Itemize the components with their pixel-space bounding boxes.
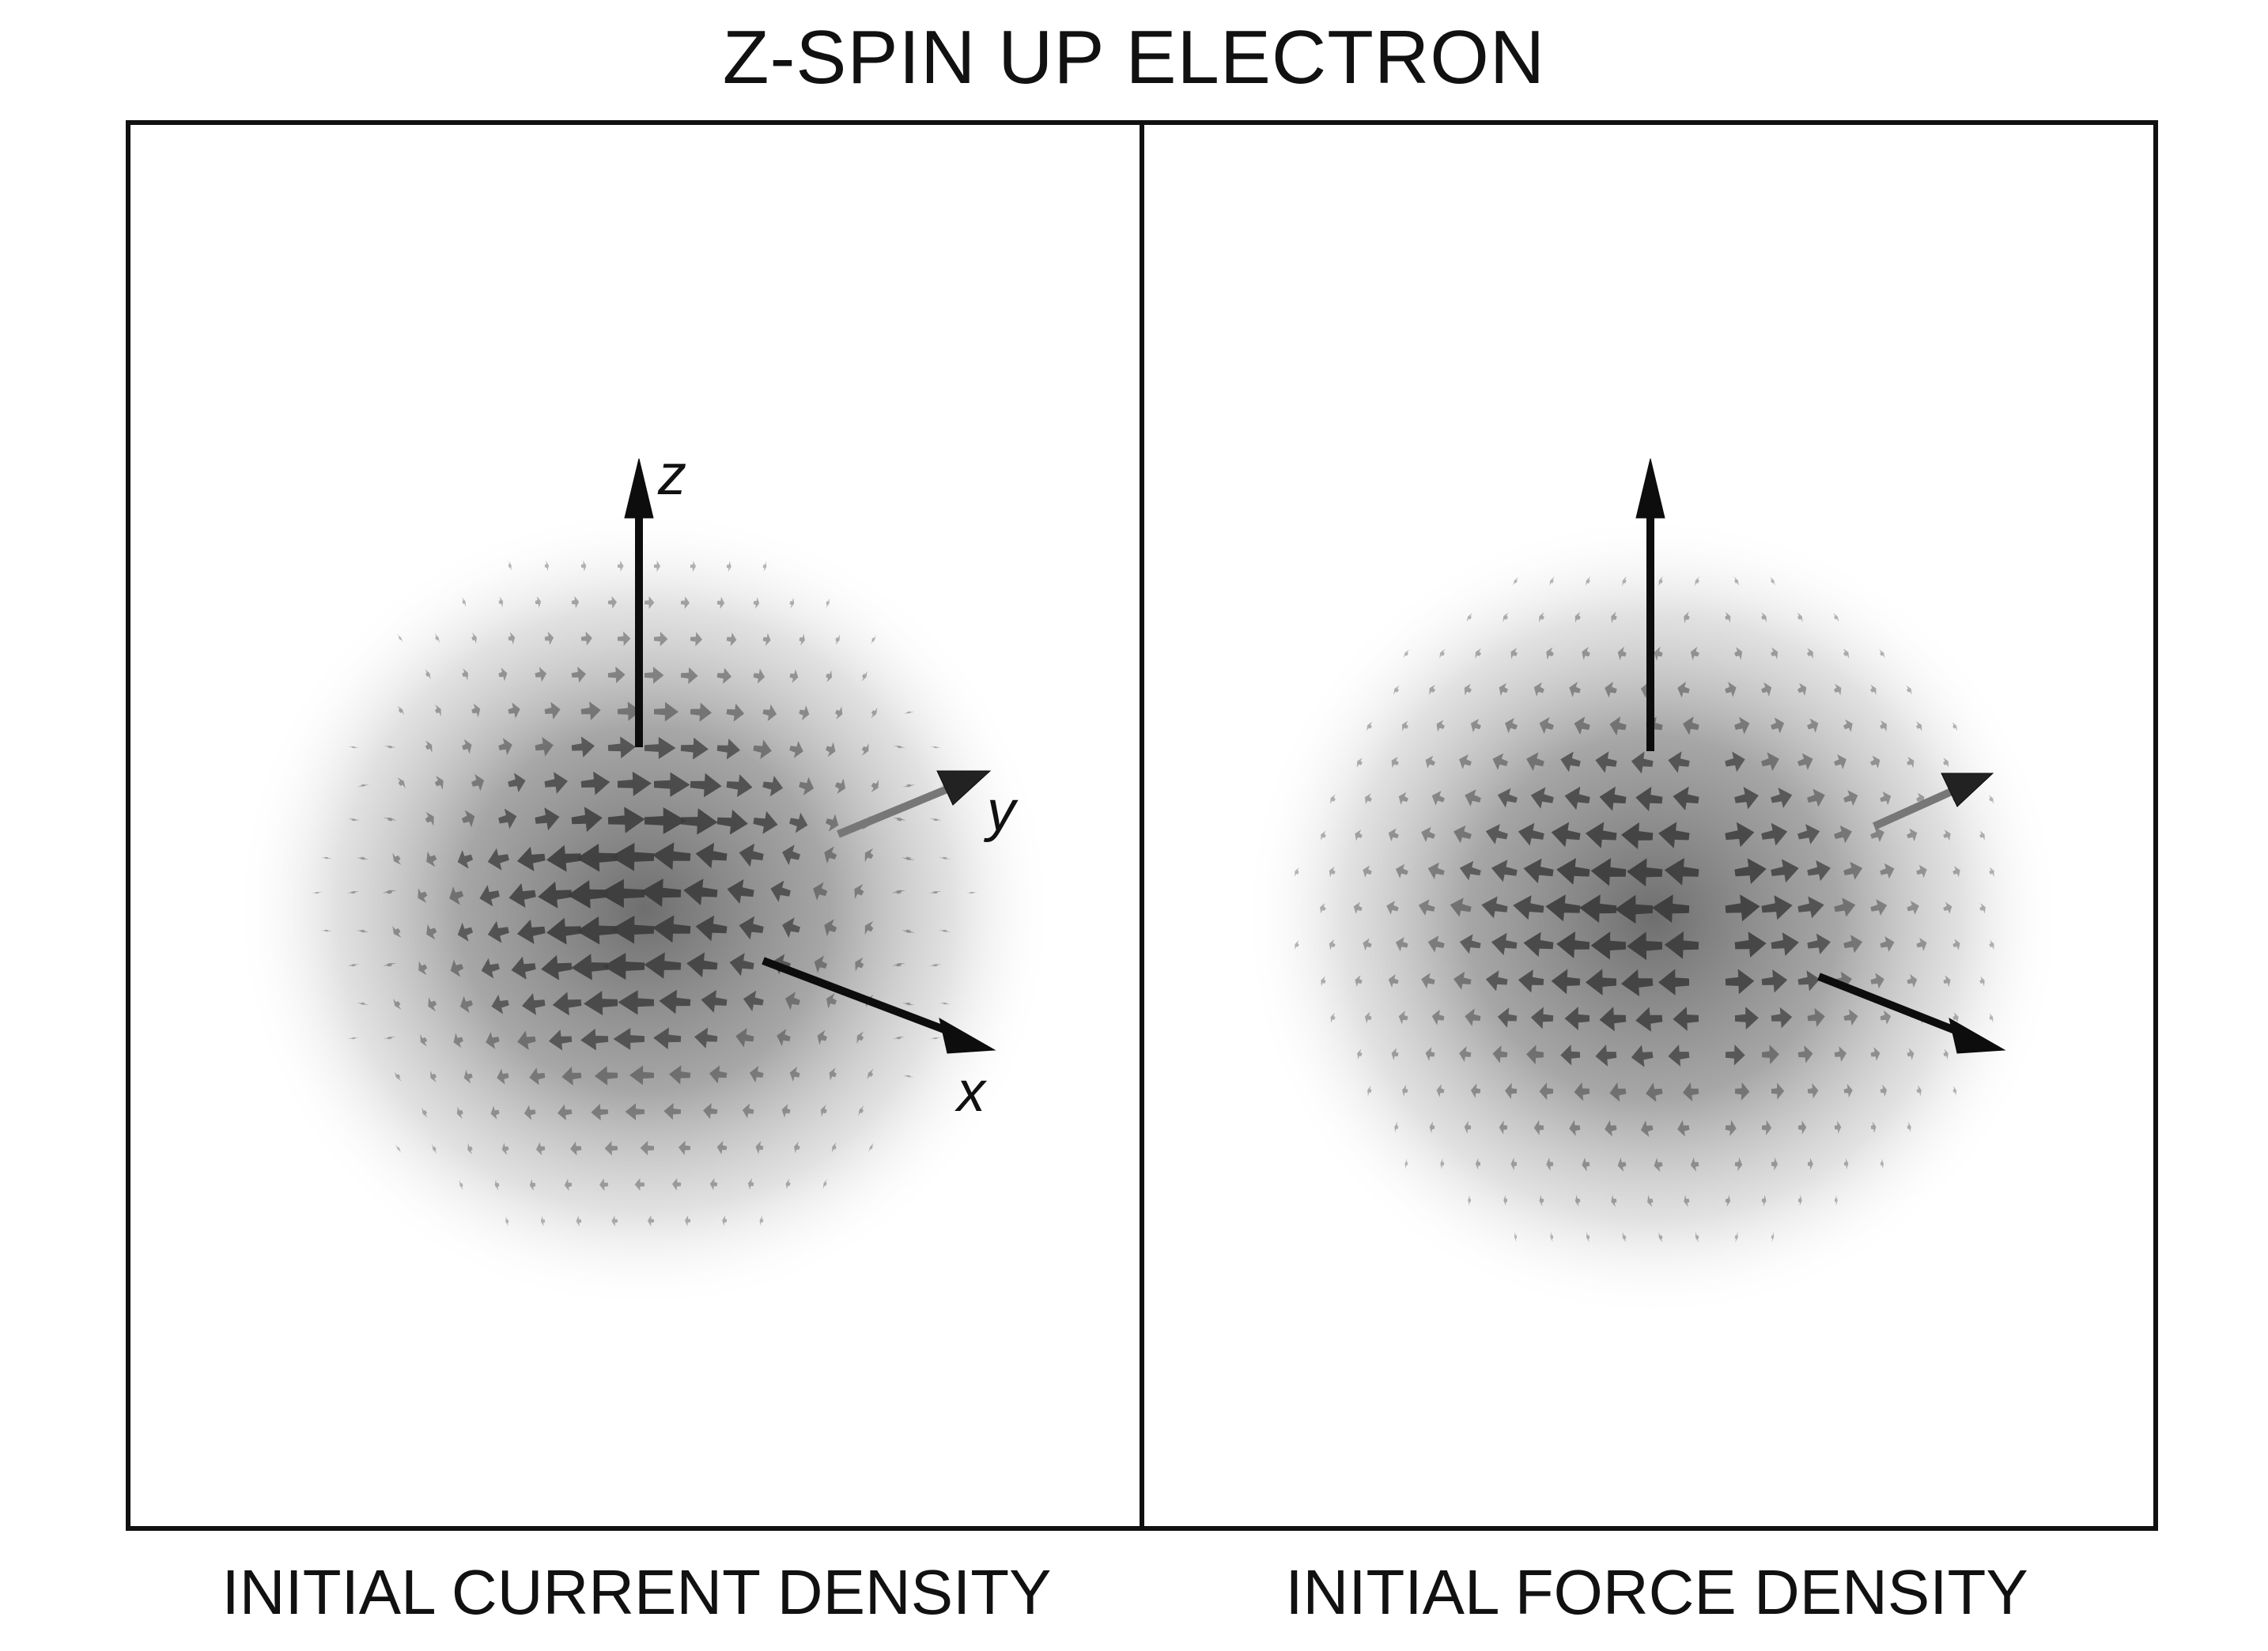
caption-force-density: INITIAL FORCE DENSITY <box>1151 1556 2163 1629</box>
density-cloud-left <box>233 506 1056 1313</box>
z-arrowhead-left <box>625 459 653 518</box>
z-arrowhead-right <box>1636 459 1665 518</box>
y-axis-label-left: y <box>983 780 1019 843</box>
caption-current-density: INITIAL CURRENT DENSITY <box>130 1556 1143 1629</box>
z-axis-label-left: z <box>657 444 686 507</box>
x-axis-label-left: x <box>954 1060 988 1124</box>
